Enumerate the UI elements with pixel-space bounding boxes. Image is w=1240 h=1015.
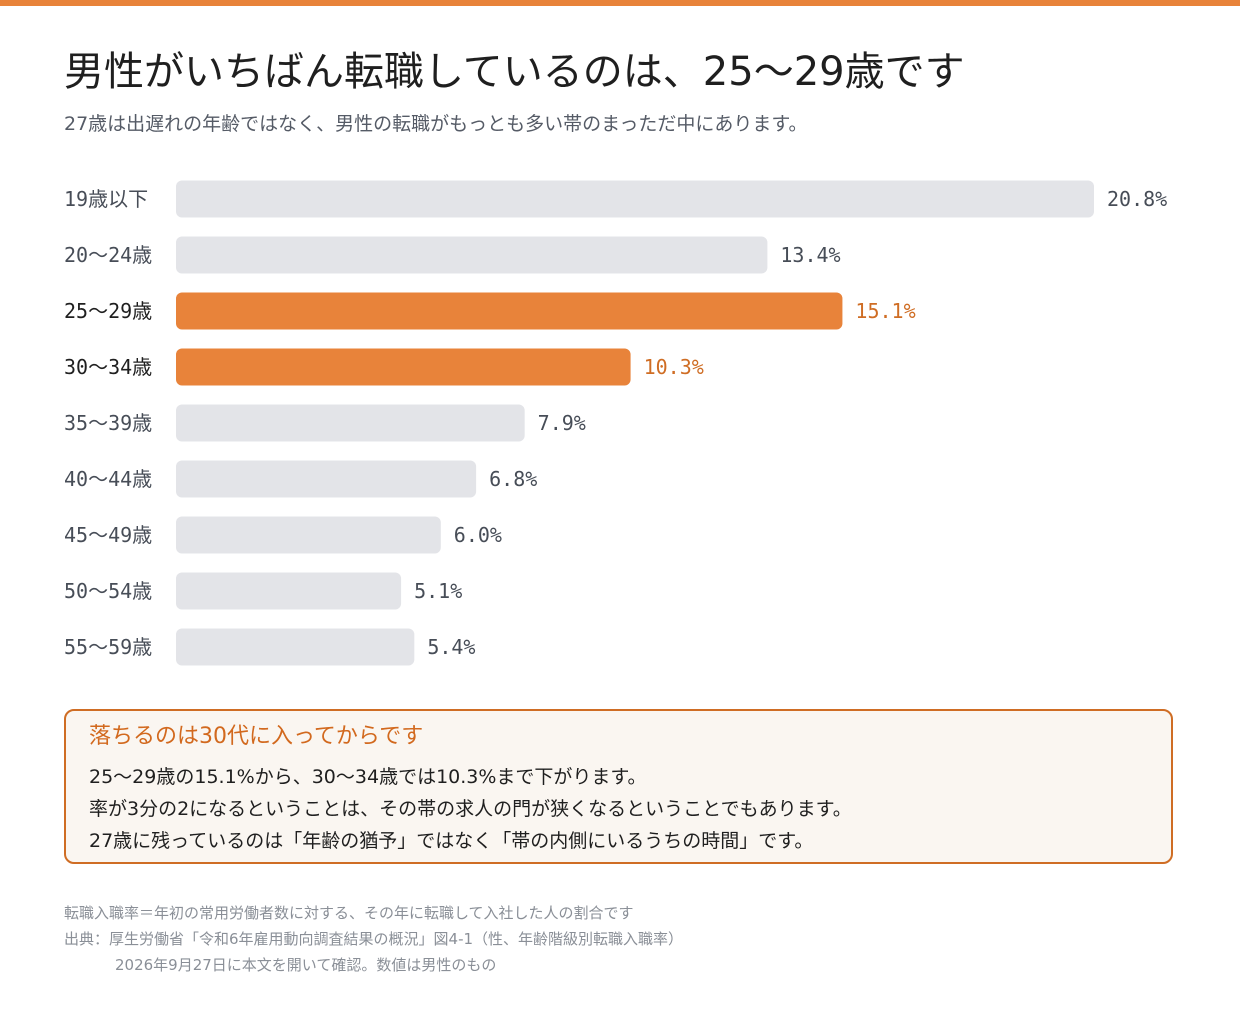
value-label: 13.4% bbox=[780, 243, 840, 267]
callout-heading: 落ちるのは30代に入ってからです bbox=[89, 724, 424, 749]
bar bbox=[176, 628, 415, 666]
category-label: 55〜59歳 bbox=[64, 635, 152, 659]
value-label: 6.8% bbox=[489, 467, 537, 491]
bar bbox=[176, 572, 402, 610]
age-bar-chart: 19歳以下 20.8% 20〜24歳 13.4% 25〜29歳 15.1% 30〜34歳 10… bbox=[64, 180, 1167, 666]
bar bbox=[176, 516, 441, 554]
footnote-definition: 転職入職率＝年初の常用労働者数に対する、その年に転職して入社した人の割合です bbox=[64, 904, 634, 922]
callout-line: 27歳に残っているのは「年齢の猶予」ではなく「帯の内側にいるうちの時間」です。 bbox=[89, 830, 814, 852]
value-label: 5.1% bbox=[414, 579, 462, 603]
callout-box: 落ちるのは30代に入ってからです 25〜29歳の15.1%から、30〜34歳では… bbox=[64, 709, 1173, 864]
highlighted-bar bbox=[176, 348, 631, 386]
bar bbox=[176, 460, 477, 498]
category-label: 50〜54歳 bbox=[64, 579, 152, 603]
value-label: 7.9% bbox=[538, 411, 586, 435]
value-label: 10.3% bbox=[644, 355, 704, 379]
bar bbox=[176, 180, 1094, 218]
bar bbox=[176, 404, 525, 442]
category-label: 30〜34歳 bbox=[64, 355, 152, 379]
value-label: 6.0% bbox=[454, 523, 502, 547]
footnote-checked-date: 2026年9月27日に本文を開いて確認。数値は男性のもの bbox=[115, 956, 497, 974]
category-label: 25〜29歳 bbox=[64, 299, 152, 323]
category-label: 45〜49歳 bbox=[64, 523, 152, 547]
category-label: 35〜39歳 bbox=[64, 411, 152, 435]
footnote-source: 出典：厚生労働省「令和6年雇用動向調査結果の概況」図4-1（性、年齢階級別転職入… bbox=[64, 930, 684, 948]
value-label: 15.1% bbox=[855, 299, 915, 323]
page-subtitle: 27歳は出遅れの年齢ではなく、男性の転職がもっとも多い帯のまっただ中にあります。 bbox=[64, 113, 808, 135]
category-label: 19歳以下 bbox=[64, 187, 148, 211]
value-label: 5.4% bbox=[427, 635, 475, 659]
callout-line: 率が3分の2になるということは、その帯の求人の門が狭くなるということでもあります… bbox=[89, 798, 852, 820]
category-label: 20〜24歳 bbox=[64, 243, 152, 267]
bar bbox=[176, 236, 768, 274]
page-title: 男性がいちばん転職しているのは、25〜29歳です bbox=[64, 49, 965, 95]
top-accent-rule bbox=[0, 0, 1240, 6]
highlighted-bar bbox=[176, 292, 843, 330]
value-label: 20.8% bbox=[1107, 187, 1167, 211]
callout-line: 25〜29歳の15.1%から、30〜34歳では10.3%まで下がります。 bbox=[89, 766, 647, 788]
category-label: 40〜44歳 bbox=[64, 467, 152, 491]
